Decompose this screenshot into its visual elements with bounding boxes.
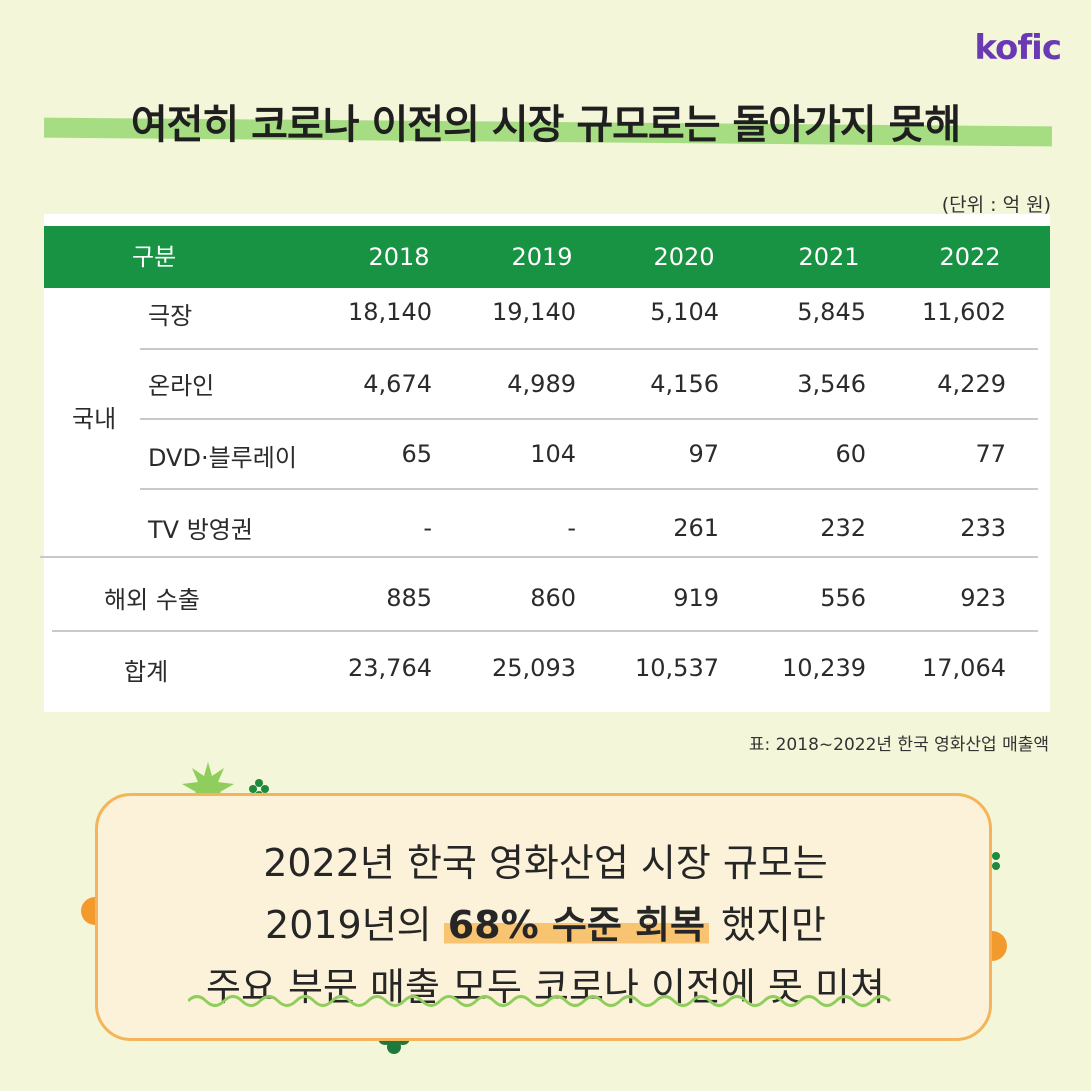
summary-line-2-pre: 2019년의 <box>265 903 444 947</box>
summary-line-2: 2019년의 68% 수준 회복 했지만 <box>0 894 1091 949</box>
page-title: 여전히 코로나 이전의 시장 규모로는 돌아가지 못해 <box>130 102 961 148</box>
wavy-underline <box>188 995 892 1007</box>
title-block: 여전히 코로나 이전의 시장 규모로는 돌아가지 못해 <box>0 92 1091 162</box>
revenue-table: 구분 2018 2019 2020 2021 2022 국내 극장 18,140… <box>40 214 1050 712</box>
row-label: DVD·블루레이 <box>148 444 297 472</box>
row-label: 합계 <box>124 658 169 686</box>
table-cell: 4,989 <box>507 370 576 398</box>
kofic-logo: kofic <box>974 28 1062 68</box>
table-cell: 860 <box>530 584 576 612</box>
table-cell: - <box>423 514 432 542</box>
table-cell: 919 <box>673 584 719 612</box>
row-label: TV 방영권 <box>148 516 253 544</box>
table-cell: 25,093 <box>492 654 576 682</box>
row-label: 극장 <box>148 302 193 330</box>
table-cell: 4,156 <box>650 370 719 398</box>
table-cell: 77 <box>975 440 1006 468</box>
table-cell: 261 <box>673 514 719 542</box>
table-cell: - <box>567 514 576 542</box>
table-caption: 표: 2018~2022년 한국 영화산업 매출액 <box>748 735 1049 755</box>
header-year: 2019 <box>511 243 573 271</box>
header-year: 2018 <box>368 243 430 271</box>
table-cell: 233 <box>960 514 1006 542</box>
table-cell: 923 <box>960 584 1006 612</box>
table-header: 구분 2018 2019 2020 2021 2022 <box>44 226 1050 288</box>
table-cell: 5,104 <box>650 298 719 326</box>
row-label: 해외 수출 <box>104 586 200 614</box>
table-cell: 18,140 <box>348 298 432 326</box>
table-cell: 232 <box>820 514 866 542</box>
table-cell: 23,764 <box>348 654 432 682</box>
row-divider <box>40 556 1038 558</box>
header-year: 2022 <box>939 243 1001 271</box>
table-cell: 11,602 <box>922 298 1006 326</box>
header-year: 2021 <box>798 243 860 271</box>
table-cell: 19,140 <box>492 298 576 326</box>
header-year: 2020 <box>653 243 715 271</box>
table-cell: 5,845 <box>797 298 866 326</box>
group-label-domestic: 국내 <box>72 405 117 433</box>
row-divider <box>52 630 1038 632</box>
row-divider <box>140 348 1038 350</box>
row-divider <box>140 418 1038 420</box>
table-cell: 10,239 <box>782 654 866 682</box>
table-cell: 97 <box>688 440 719 468</box>
table-cell: 4,674 <box>363 370 432 398</box>
summary-line-2-post: 했지만 <box>709 903 826 947</box>
unit-label: (단위 : 억 원) <box>941 194 1051 216</box>
table-cell: 10,537 <box>635 654 719 682</box>
table-cell: 60 <box>835 440 866 468</box>
table-cell: 65 <box>401 440 432 468</box>
table-cell: 3,546 <box>797 370 866 398</box>
row-divider <box>140 488 1038 490</box>
summary-line-1: 2022년 한국 영화산업 시장 규모는 <box>263 841 828 885</box>
summary-highlight: 68% 수준 회복 <box>443 903 709 947</box>
header-category: 구분 <box>132 243 177 271</box>
table-cell: 104 <box>530 440 576 468</box>
table-cell: 17,064 <box>922 654 1006 682</box>
table-cell: 556 <box>820 584 866 612</box>
row-label: 온라인 <box>148 372 215 400</box>
table-cell: 4,229 <box>937 370 1006 398</box>
table-cell: 885 <box>386 584 432 612</box>
